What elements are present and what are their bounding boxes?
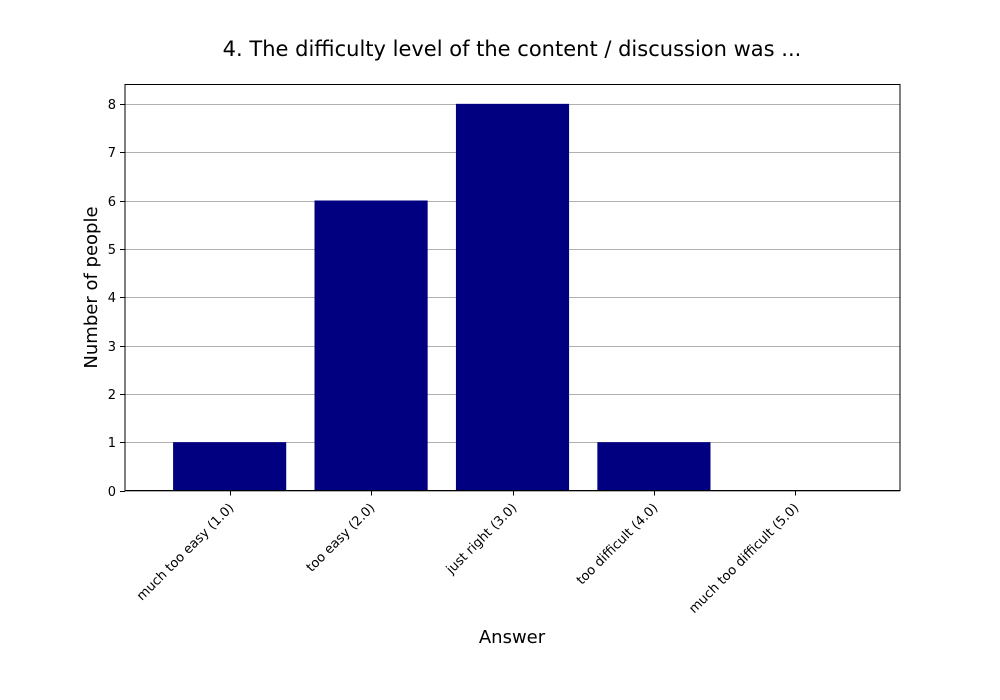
y-tick-label: 6 [108,195,116,210]
x-axis-ticks: much too easy (1.0) too easy (2.0) just ri… [134,490,802,617]
plot-frame [124,84,901,491]
x-tick-label: too difficult (4.0) [574,501,661,588]
x-axis-label: Answer [479,627,546,648]
bar [455,103,570,491]
y-tick-label: 8 [108,98,116,113]
x-tick-label: much too easy (1.0) [134,501,237,604]
y-tick-label: 1 [108,436,116,451]
x-tick-label: much too difficult (5.0) [686,501,802,617]
y-tick-label: 4 [108,291,116,306]
bars [173,103,711,491]
y-tick-label: 3 [108,340,116,355]
x-tick-label: too easy (2.0) [304,501,379,576]
bar [173,442,287,491]
y-tick-label: 0 [108,485,116,500]
y-axis-label: Number of people [81,206,102,368]
y-tick-label: 2 [108,388,116,403]
bar [314,200,428,491]
bar [597,442,711,491]
chart-title: 4. The difficulty level of the content /… [223,37,802,61]
y-tick-label: 5 [108,243,116,258]
x-tick-label: just right (3.0) [443,501,520,578]
y-tick-label: 7 [108,146,116,161]
y-axis-ticks: 0 1 2 3 4 5 6 7 8 [108,98,125,500]
